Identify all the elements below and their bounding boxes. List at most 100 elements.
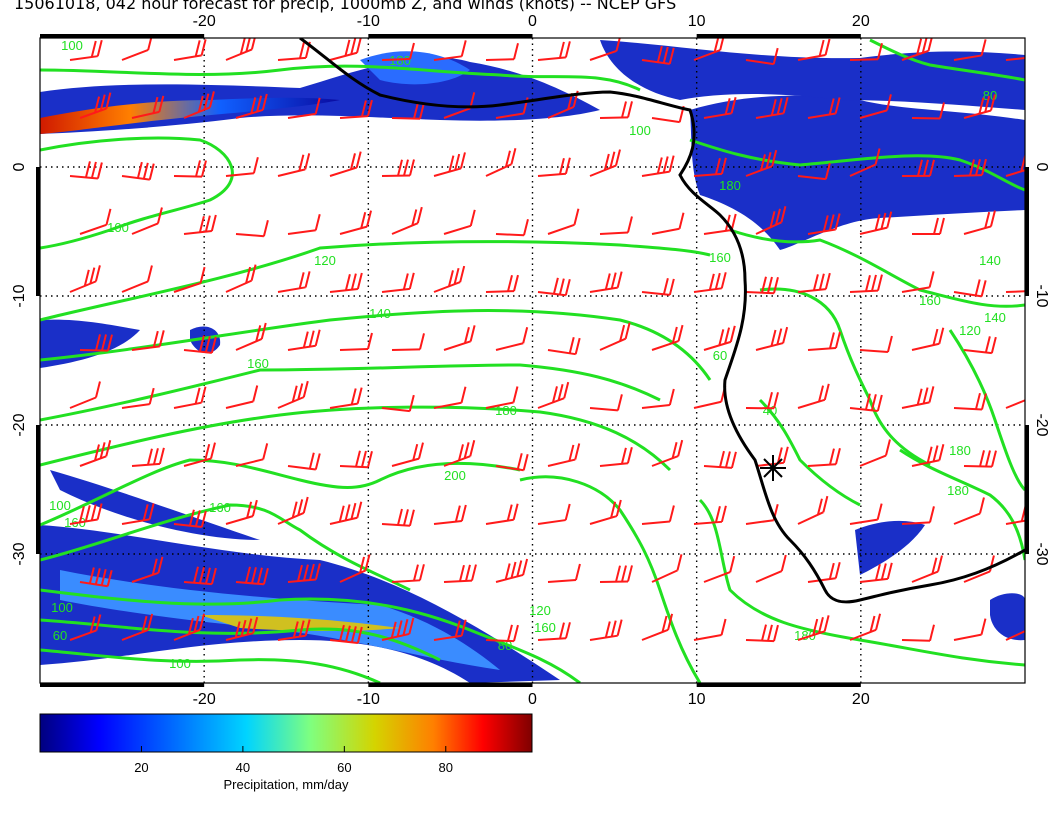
wind-barb <box>807 331 841 351</box>
wind-barb <box>807 447 841 467</box>
lon-tick-label-bottom: 0 <box>528 691 537 708</box>
contour-label: 180 <box>719 178 741 193</box>
frame-bar-bottom <box>368 683 533 687</box>
lon-tick-label-top: 0 <box>528 13 537 30</box>
wind-barb <box>329 151 362 177</box>
contour-labels: 1001001001201401601802001801601401201006… <box>49 38 1006 671</box>
wind-barb <box>391 442 424 467</box>
wind-barb <box>183 214 217 235</box>
wind-barb <box>173 386 207 409</box>
lon-tick-label-top: 20 <box>852 13 870 30</box>
wind-barb <box>693 272 727 293</box>
wind-barb <box>911 555 943 583</box>
wind-barb <box>641 45 675 65</box>
contour-label: 100 <box>169 656 191 671</box>
wind-barb <box>537 503 571 525</box>
contour-label: 180 <box>949 443 971 458</box>
wind-barb <box>485 274 519 293</box>
wind-barb <box>69 265 101 293</box>
contour-label: 160 <box>209 500 231 515</box>
wind-barb <box>235 93 268 119</box>
wind-barb <box>277 153 311 177</box>
wind-barb <box>859 562 893 583</box>
colorbar-gradient <box>39 713 533 753</box>
wind-barb <box>485 43 519 61</box>
wind-barb <box>225 499 258 525</box>
wind-barb <box>79 567 113 588</box>
wind-barb <box>953 497 985 525</box>
wind-barb <box>433 386 467 409</box>
wind-barb <box>225 264 257 293</box>
wind-barb <box>859 439 891 467</box>
wind-barb <box>599 216 633 235</box>
frame-bar-right <box>1025 425 1029 554</box>
wind-barb <box>485 503 519 525</box>
contour-label: 180 <box>947 483 969 498</box>
wind-barb <box>235 322 267 351</box>
contour-label: 100 <box>61 38 83 53</box>
wind-barb <box>381 617 415 641</box>
wind-barb <box>69 381 101 409</box>
lat-tick-label-right: -30 <box>1033 542 1050 565</box>
wind-barb <box>745 149 778 177</box>
wind-barb <box>183 91 215 119</box>
wind-barb <box>703 555 736 583</box>
wind-barb <box>131 330 165 351</box>
wind-barb <box>953 39 987 61</box>
wind-barb <box>287 329 321 351</box>
wind-barb <box>901 386 935 409</box>
wind-barb <box>755 206 787 235</box>
lon-tick-label-bottom: 20 <box>852 691 870 708</box>
wind-barb <box>963 210 996 235</box>
wind-barb <box>339 99 373 119</box>
frame-bar-top <box>696 34 861 38</box>
contour-label: 180 <box>495 403 517 418</box>
wind-barb <box>183 566 217 586</box>
wind-barb <box>381 159 415 177</box>
wind-barb <box>589 271 623 293</box>
wind-barb <box>329 38 362 61</box>
wind-barb <box>443 440 476 467</box>
wind-barb <box>1005 57 1025 61</box>
wind-barb <box>339 210 372 235</box>
wind-barb <box>589 38 621 61</box>
wind-barb <box>859 94 892 119</box>
lon-tick-label-top: -10 <box>357 13 380 30</box>
wind-barb <box>589 499 622 525</box>
wind-barb <box>235 219 269 238</box>
wind-barb <box>381 42 415 61</box>
wind-barb <box>589 149 621 177</box>
contour-label: 100 <box>629 123 651 138</box>
wind-barb <box>953 279 987 298</box>
wind-barb <box>131 207 163 235</box>
wind-barb <box>537 41 571 61</box>
wind-barb <box>703 325 736 351</box>
wind-barb <box>1005 505 1025 525</box>
wind-barb <box>183 442 216 467</box>
wind-barb <box>1005 630 1025 641</box>
wind-barb <box>225 157 259 177</box>
wind-barb <box>859 211 893 235</box>
wind-barb <box>651 324 684 351</box>
wind-barb <box>807 562 841 583</box>
wind-barb <box>537 277 571 297</box>
wind-barb <box>651 212 685 235</box>
wind-barb <box>79 440 112 467</box>
wind-barb <box>381 272 415 293</box>
wind-barb <box>901 506 935 525</box>
wind-barb <box>693 157 727 177</box>
location-marker <box>760 455 786 481</box>
frame-bar-top <box>368 34 533 38</box>
lon-tick-label-bottom: -20 <box>193 691 216 708</box>
wind-barb <box>391 206 423 235</box>
wind-barb <box>173 509 207 528</box>
frame-bar-top <box>40 34 205 38</box>
wind-barb <box>641 505 675 525</box>
wind-barb <box>277 619 311 641</box>
colorbar-label: Precipitation, mm/day <box>224 777 349 792</box>
lat-tick-label-right: -10 <box>1033 284 1050 307</box>
wind-barb <box>953 158 987 177</box>
colorbar-tick-label: 20 <box>134 760 148 775</box>
wind-barb <box>433 619 467 641</box>
